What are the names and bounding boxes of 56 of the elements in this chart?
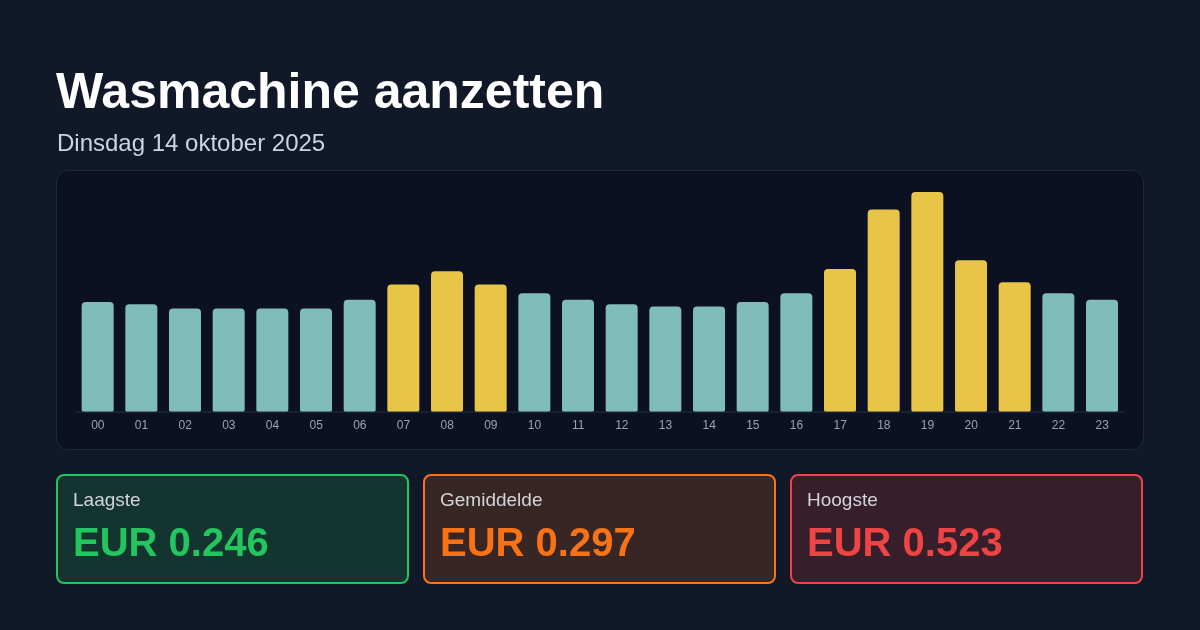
- chart-title: Wasmachine aanzetten: [56, 63, 605, 119]
- x-tick-label: 13: [658, 417, 673, 432]
- x-tick-label: 16: [789, 417, 804, 432]
- category-label: Laagste: [73, 489, 141, 510]
- bar: [169, 308, 202, 412]
- bar: [605, 304, 638, 412]
- bar: [998, 282, 1031, 412]
- x-tick-label: 08: [440, 417, 455, 432]
- x-tick-label: 09: [484, 417, 498, 432]
- category-label: Gemiddelde: [440, 489, 543, 510]
- category-label: Hoogste: [807, 489, 878, 510]
- x-tick-label: 17: [833, 417, 848, 432]
- bar: [300, 308, 333, 412]
- x-tick-label: 18: [877, 417, 891, 432]
- bar: [693, 306, 726, 412]
- x-tick-label: 20: [964, 417, 979, 432]
- bar: [256, 308, 289, 412]
- bar: [867, 209, 900, 412]
- text: EUR 0.246: [73, 520, 269, 564]
- x-tick-label: 05: [309, 417, 324, 432]
- x-tick-label: 19: [920, 417, 935, 432]
- bar: [1042, 293, 1075, 412]
- x-tick-label: 11: [571, 417, 585, 432]
- bar: [911, 192, 944, 412]
- bar: [649, 306, 682, 412]
- x-tick-label: 23: [1095, 417, 1110, 432]
- bar: [518, 293, 551, 412]
- bar: [955, 260, 988, 412]
- bar: [343, 299, 376, 412]
- x-tick-label: 15: [746, 417, 760, 432]
- x-tick-label: 04: [265, 417, 280, 432]
- bar: [780, 293, 813, 412]
- x-tick-label: 14: [702, 417, 717, 432]
- x-tick-label: 06: [353, 417, 367, 432]
- bar: [125, 304, 158, 412]
- x-tick-label: 00: [91, 417, 105, 432]
- x-tick-label: 21: [1008, 417, 1022, 432]
- bar: [212, 308, 245, 412]
- bar: [387, 284, 420, 412]
- text: EUR 0.297: [440, 520, 636, 564]
- bar: [1086, 299, 1119, 412]
- bar: [824, 269, 857, 412]
- x-tick-label: 02: [178, 417, 193, 432]
- bar: [81, 302, 114, 412]
- bar: [431, 271, 464, 412]
- x-tick-label: 10: [527, 417, 542, 432]
- text: EUR 0.523: [807, 520, 1003, 564]
- bar: [562, 299, 595, 412]
- x-tick-label: 12: [615, 417, 629, 432]
- x-tick-label: 03: [222, 417, 236, 432]
- bar: [736, 302, 769, 412]
- x-tick-label: 07: [396, 417, 411, 432]
- chart-subtitle: Dinsdag 14 oktober 2025: [57, 129, 326, 156]
- x-tick-label: 22: [1051, 417, 1066, 432]
- bar: [474, 284, 507, 412]
- x-tick-label: 01: [134, 417, 149, 432]
